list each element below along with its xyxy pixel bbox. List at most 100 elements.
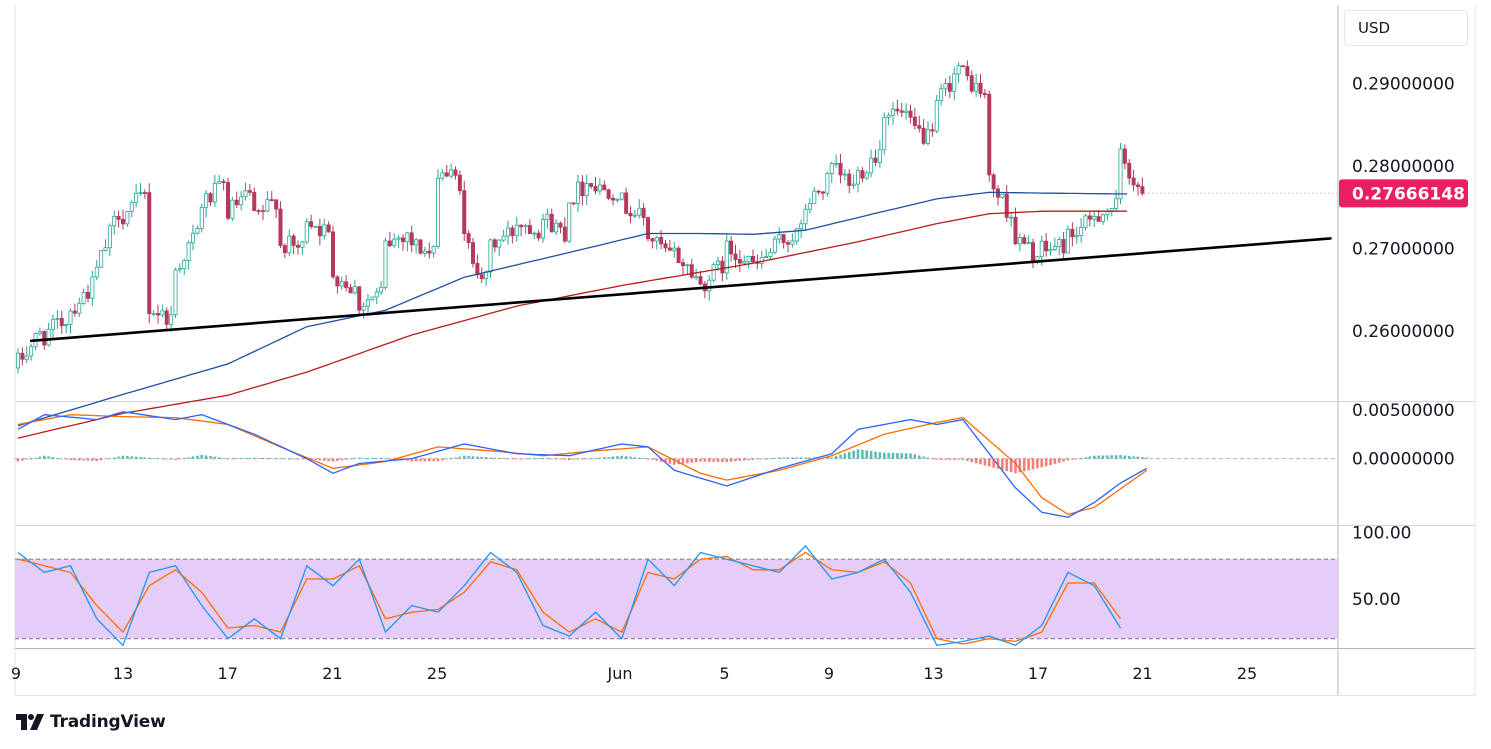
macd-histogram-bar-positive	[532, 458, 536, 460]
tradingview-brand[interactable]: TradingView	[16, 711, 166, 733]
macd-histogram-bar-positive	[235, 458, 239, 460]
candle-down	[335, 276, 340, 287]
macd-histogram-bar-negative	[511, 458, 514, 460]
macd-histogram-bar-negative	[646, 458, 650, 460]
candle-up	[1009, 216, 1014, 219]
candle-up	[812, 190, 817, 204]
macd-histogram-bar-positive	[209, 456, 212, 459]
macd-histogram-bar-positive	[47, 456, 50, 459]
candle-up	[129, 202, 134, 212]
candle-down	[444, 172, 449, 177]
macd-histogram-bar-negative	[436, 458, 440, 462]
macd-histogram-bar-positive	[782, 457, 785, 459]
candle-up	[212, 182, 217, 203]
macd-histogram-bar-positive	[506, 458, 510, 460]
candle-down	[847, 173, 852, 186]
macd-histogram-bar-positive	[117, 456, 120, 459]
candle-up	[1052, 246, 1057, 250]
candle-down	[1013, 216, 1018, 245]
macd-histogram-bar-positive	[764, 458, 768, 460]
candle-down	[895, 108, 900, 112]
macd-histogram-bar-negative	[1075, 458, 1079, 460]
date-tick-label: 13	[113, 664, 133, 683]
candle-down	[571, 202, 576, 205]
macd-histogram-bar-negative	[1066, 458, 1070, 461]
candle-down	[418, 239, 423, 254]
macd-histogram-bar-positive	[598, 457, 602, 459]
macd-histogram-bar-positive	[913, 454, 917, 459]
candle-down	[689, 264, 694, 278]
candle-down	[961, 65, 966, 68]
macd-histogram-bar-negative	[738, 458, 742, 461]
macd-histogram-bar-negative	[397, 458, 400, 460]
candle-down	[466, 233, 471, 243]
macd-histogram-bar-positive	[826, 457, 829, 459]
macd-histogram-bar-negative	[401, 458, 405, 461]
macd-histogram-bar-positive	[112, 457, 116, 459]
candle-down	[965, 66, 970, 77]
macd-histogram-bar-negative	[419, 458, 422, 462]
macd-histogram-bar-positive	[546, 458, 549, 460]
macd-histogram-bar-positive	[34, 457, 37, 459]
macd-histogram-bar-negative	[559, 458, 562, 460]
candle-down	[409, 232, 414, 246]
candle-up	[807, 203, 812, 210]
macd-histogram-bar-positive	[637, 457, 641, 459]
macd-histogram-bar-negative	[1040, 458, 1044, 468]
macd-histogram-bar-negative	[1018, 458, 1022, 473]
candle-up	[182, 260, 187, 269]
candle-up	[834, 162, 839, 165]
macd-histogram-bar-positive	[196, 455, 199, 459]
macd-histogram-bar-positive	[357, 457, 361, 459]
macd-histogram-bar-negative	[1031, 458, 1035, 470]
macd-histogram-bar-negative	[1009, 458, 1013, 473]
macd-histogram-bar-negative	[524, 458, 527, 460]
macd-histogram-bar-positive	[839, 454, 842, 459]
date-tick-label: 17	[1028, 664, 1048, 683]
macd-histogram-bar-negative	[681, 458, 685, 464]
candle-up	[576, 181, 581, 204]
macd-histogram-bar-positive	[353, 458, 357, 460]
macd-histogram-bar-negative	[427, 458, 431, 462]
macd-histogram-bar-positive	[861, 449, 864, 459]
candle-down	[991, 174, 996, 190]
candle-up	[29, 346, 34, 357]
macd-histogram-bar-positive	[283, 458, 287, 460]
candle-up	[488, 239, 493, 273]
macd-histogram-bar-negative	[699, 458, 702, 462]
macd-histogram-bar-negative	[979, 458, 982, 465]
candle-down	[295, 244, 300, 248]
macd-histogram-bar-negative	[1001, 458, 1004, 470]
candle-down	[659, 236, 664, 245]
candle-down	[221, 181, 226, 183]
macd-histogram-bar-positive	[808, 457, 812, 459]
macd-histogram-bar-negative	[178, 458, 182, 460]
candle-up	[851, 183, 856, 186]
macd-histogram-bar-negative	[292, 458, 295, 460]
macd-histogram-bar-positive	[484, 457, 488, 459]
macd-histogram-bar-negative	[585, 458, 589, 460]
macd-histogram-bar-positive	[261, 457, 265, 459]
macd-histogram-bar-positive	[204, 455, 208, 459]
macd-histogram-bar-negative	[996, 458, 1000, 469]
candle-down	[987, 93, 992, 176]
candle-up	[790, 240, 795, 245]
date-tick-label: 17	[218, 664, 238, 683]
candle-up	[956, 65, 961, 75]
candle-up	[654, 236, 659, 242]
candle-up	[891, 108, 896, 116]
candle-up	[764, 256, 769, 258]
candle-up	[943, 83, 948, 90]
macd-histogram-bar-positive	[795, 457, 799, 459]
macd-histogram-bar-positive	[60, 458, 64, 460]
candle-up	[501, 235, 506, 241]
candle-up	[160, 310, 165, 316]
candle-up	[716, 260, 721, 266]
ema-slow-line	[17, 210, 1128, 439]
currency-selector[interactable]: USD	[1344, 10, 1468, 46]
axes: 0.29000000 0.28000000 0.27000000 0.26000000…	[11, 74, 1468, 683]
candle-down	[628, 212, 633, 217]
macd-histogram-bar-negative	[1022, 458, 1026, 472]
macd-histogram-bar-negative	[712, 458, 715, 462]
